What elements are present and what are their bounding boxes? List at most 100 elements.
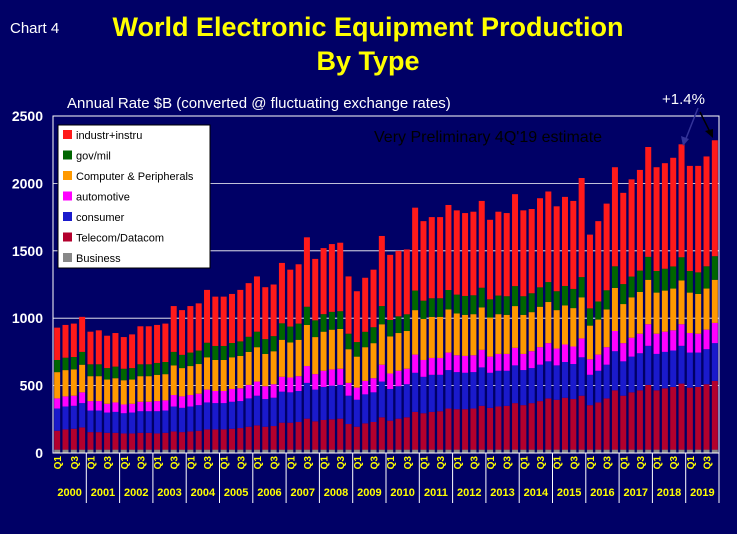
bar-segment (62, 406, 69, 430)
bar-segment (537, 306, 544, 348)
bar-segment (553, 365, 560, 400)
bar-segment (112, 333, 119, 367)
bar-segment (353, 449, 360, 453)
bar-segment (145, 411, 152, 433)
bar-segment (312, 337, 319, 375)
bar-segment (220, 390, 227, 404)
bar-segment (553, 206, 560, 292)
bar-segment (695, 352, 702, 387)
legend-label: gov/mil (76, 151, 111, 163)
x-year-label: 2010 (390, 487, 414, 499)
y-tick-label: 1000 (12, 310, 43, 326)
bar-segment (162, 410, 169, 433)
bar-segment (237, 355, 244, 389)
x-quarter-label: Q1 (320, 456, 331, 470)
bar-segment (253, 449, 260, 453)
bar-segment (262, 399, 269, 427)
bar-segment (553, 310, 560, 349)
bar-segment (445, 352, 452, 371)
bar-segment (154, 374, 161, 402)
x-quarter-label: Q3 (469, 456, 480, 470)
bar-segment (228, 357, 235, 389)
bar-segment (112, 449, 119, 453)
bar-segment (137, 449, 144, 453)
bar-segment (512, 286, 519, 307)
bar-segment (403, 384, 410, 418)
bar-segment (253, 276, 260, 332)
bar-segment (595, 354, 602, 371)
bar-segment (695, 272, 702, 294)
bar-segment (104, 432, 111, 450)
bar-segment (220, 429, 227, 450)
x-quarter-label: Q3 (636, 456, 647, 470)
bar-segment (387, 388, 394, 421)
bar-segment (187, 431, 194, 450)
bar-segment (220, 359, 227, 391)
bar-segment (145, 401, 152, 412)
bar-segment (120, 433, 127, 450)
bar-segment (295, 376, 302, 391)
bar-segment (170, 351, 177, 366)
bar-segment (545, 343, 552, 362)
bar-segment (711, 140, 718, 257)
bar-segment (362, 277, 369, 332)
bar-segment (112, 432, 119, 450)
bar-segment (403, 331, 410, 369)
bar-segment (95, 401, 102, 411)
x-quarter-label: Q1 (286, 456, 297, 470)
bar-segment (62, 396, 69, 407)
bar-segment (295, 264, 302, 324)
bar-segment (603, 398, 610, 450)
y-tick-label: 2500 (12, 108, 43, 124)
bar-segment (170, 306, 177, 352)
bar-segment (520, 314, 527, 354)
bar-segment (320, 386, 327, 420)
bar-segment (237, 401, 244, 429)
bar-segment (204, 357, 211, 390)
x-quarter-label: Q3 (303, 456, 314, 470)
bar-segment (537, 287, 544, 307)
bar-segment (220, 403, 227, 430)
bar-segment (611, 266, 618, 288)
bar-segment (387, 449, 394, 453)
bar-segment (545, 282, 552, 303)
bar-segment (695, 333, 702, 353)
bar-segment (703, 349, 710, 385)
bar-segment (187, 352, 194, 367)
bar-segment (453, 355, 460, 373)
x-quarter-label: Q3 (136, 456, 147, 470)
bar-segment (54, 372, 61, 399)
x-axis: Q1 Q3 Q1 Q3 Q1 Q3 Q1 Q3 Q1 Q3 Q1 Q3 Q1 Q3 Q1 Q3 Q1 Q3 Q1 Q3… (53, 452, 720, 513)
bar-segment (670, 386, 677, 450)
bar-segment (578, 449, 585, 453)
bar-segment (378, 306, 385, 325)
bar-segment (137, 364, 144, 377)
x-year-label: 2002 (124, 487, 148, 499)
bar-segment (303, 418, 310, 450)
bar-segment (487, 372, 494, 408)
bar-segment (337, 328, 344, 369)
bar-segment (295, 339, 302, 377)
x-year-label: 2006 (257, 487, 281, 499)
x-quarter-label: Q1 (353, 456, 364, 470)
bar-segment (495, 295, 502, 315)
bar-segment (453, 313, 460, 356)
bar-segment (528, 449, 535, 453)
bar-segment (603, 364, 610, 399)
bar-segment (686, 292, 693, 334)
bar-segment (237, 289, 244, 342)
bar-segment (445, 290, 452, 310)
bar-segment (678, 280, 685, 325)
bar-segment (145, 364, 152, 377)
bar-segment (537, 198, 544, 288)
bar-segment (79, 364, 86, 393)
bar-segment (437, 357, 444, 375)
bar-segment (578, 357, 585, 396)
bar-segment (503, 296, 510, 315)
bar-segment (270, 284, 277, 337)
bar-segment (636, 353, 643, 391)
bar-segment (437, 411, 444, 450)
bar-segment (170, 365, 177, 396)
bar-segment (87, 432, 94, 450)
bar-segment (503, 314, 510, 354)
